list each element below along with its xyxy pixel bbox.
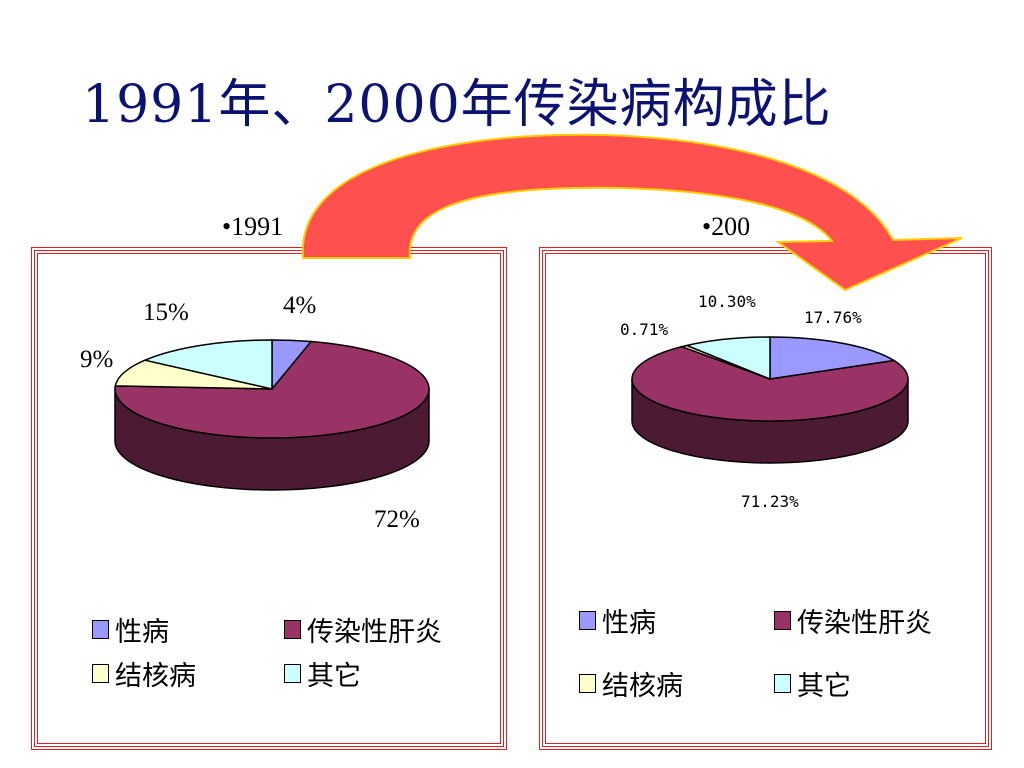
legend-item-tb: 结核病 <box>579 664 683 703</box>
pie-slice-other <box>142 339 273 390</box>
data-label-other: 15% <box>143 299 189 326</box>
legend-label: 传染性肝炎 <box>797 608 932 639</box>
legend-swatch <box>774 611 791 630</box>
legend-label: 结核病 <box>602 671 683 702</box>
legend-label: 结核病 <box>115 661 196 692</box>
legend-item-tb: 结核病 <box>92 654 196 693</box>
legend-item-sex-disease: 性病 <box>92 610 169 649</box>
data-label-hepatitis: 72% <box>374 506 420 533</box>
legend-swatch <box>92 664 109 683</box>
legend-item-other: 其它 <box>284 654 361 693</box>
legend-swatch <box>579 674 596 693</box>
data-label-sex-disease: 4% <box>283 292 317 319</box>
legend-label: 其它 <box>797 671 851 702</box>
legend-item-sex-disease: 性病 <box>579 601 656 640</box>
legend-label: 其它 <box>307 661 361 692</box>
data-label-tb: 0.71% <box>620 320 669 339</box>
pie-chart-1991 <box>114 339 430 491</box>
slide-title: 1991年、2000年传染病构成比 <box>82 75 832 135</box>
data-label-sex-disease: 17.76% <box>804 308 862 327</box>
legend-swatch <box>579 611 596 630</box>
chart-panel-1991: 4% 72% 9% 15% 性病 传染性肝炎 结核病 其它 <box>31 247 507 750</box>
legend-label: 传染性肝炎 <box>307 617 442 648</box>
data-label-tb: 9% <box>80 346 114 373</box>
curved-arrow-shape <box>301 133 963 292</box>
legend-label: 性病 <box>602 608 656 639</box>
legend-swatch <box>774 674 791 693</box>
legend-item-other: 其它 <box>774 664 851 703</box>
legend-swatch <box>284 620 301 639</box>
chart-panel-2000: 17.76% 71.23% 0.71% 10.30% 性病 传染性肝炎 结核病 … <box>539 247 992 750</box>
legend-swatch <box>92 620 109 639</box>
pie-slice-hepatitis <box>631 345 909 422</box>
chart-2000-label: •200 <box>702 212 751 241</box>
legend-item-hepatitis: 传染性肝炎 <box>284 610 442 649</box>
data-label-hepatitis: 71.23% <box>741 492 799 511</box>
pie-slice-sex-disease <box>769 336 897 380</box>
pie-chart-2000 <box>631 336 909 464</box>
pie-slice-hepatitis <box>114 340 430 439</box>
data-label-other: 10.30% <box>698 292 756 311</box>
chart-1991-label: •1991 <box>222 212 284 241</box>
legend-swatch <box>284 664 301 683</box>
legend-item-hepatitis: 传染性肝炎 <box>774 601 932 640</box>
legend-label: 性病 <box>115 617 169 648</box>
pie-slice-other <box>684 336 771 381</box>
